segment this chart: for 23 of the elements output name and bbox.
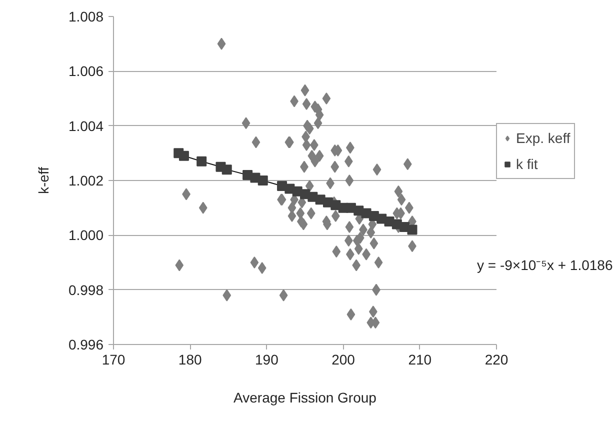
point	[258, 176, 268, 186]
x-tick-label: 190	[255, 352, 279, 368]
y-tick-label: 0.996	[68, 336, 104, 352]
point	[178, 150, 189, 161]
point	[222, 164, 232, 175]
x-tick-label: 170	[102, 352, 126, 368]
y-tick-label: 1.008	[68, 8, 104, 24]
x-tick-label: 200	[332, 352, 356, 368]
annotation: y = -9×10⁻⁵x + 1.0186	[477, 256, 613, 275]
y-tick-label: 1.004	[68, 118, 104, 134]
y-tick-label: 0.998	[68, 282, 104, 298]
y-tick-label: 1.002	[68, 172, 104, 188]
x-tick-label: 210	[408, 352, 432, 368]
point	[196, 156, 207, 166]
y-axis-title: k-eff	[35, 166, 52, 194]
legend-label: Exp. keff	[516, 130, 570, 146]
x-axis-title: Average Fission Group	[234, 390, 377, 406]
y-tick-label: 1.000	[68, 227, 104, 244]
y-tick-label: 1.006	[68, 63, 104, 80]
point	[407, 224, 418, 235]
x-tick-label: 220	[484, 352, 508, 368]
x-tick-label: 180	[178, 352, 202, 368]
legend-label: k fit	[516, 156, 538, 172]
